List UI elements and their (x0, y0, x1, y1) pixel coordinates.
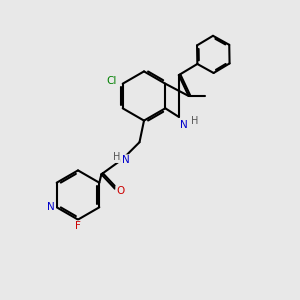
Text: H: H (191, 116, 198, 125)
Text: Cl: Cl (106, 76, 116, 86)
Text: H: H (113, 152, 120, 162)
Text: N: N (180, 120, 188, 130)
Text: N: N (122, 155, 129, 165)
Text: F: F (75, 221, 81, 231)
Text: N: N (47, 202, 55, 212)
Text: O: O (116, 186, 124, 196)
